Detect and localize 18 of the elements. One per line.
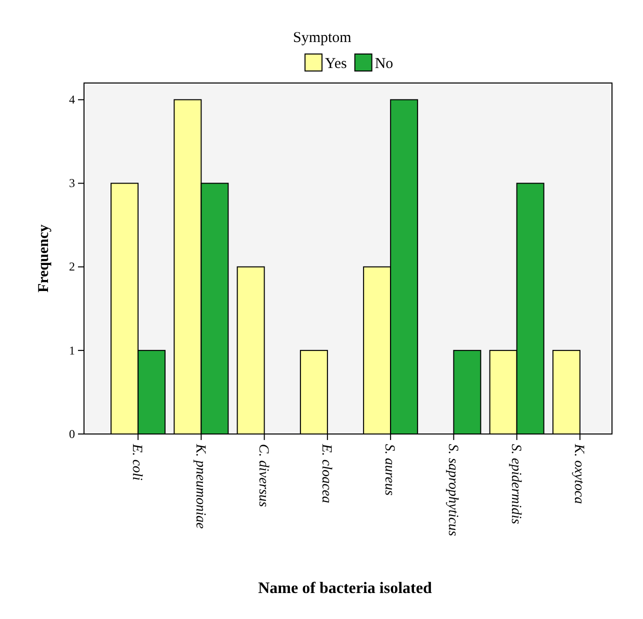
x-tick-label: C. diversus xyxy=(255,444,270,508)
x-tick-label: K. pneumoniae xyxy=(192,443,208,529)
x-tick-label: S. aureus xyxy=(382,444,397,496)
x-tick-label: K. oxytoca xyxy=(571,443,586,504)
legend-label: Yes xyxy=(325,56,347,72)
legend-title: Symptom xyxy=(293,30,352,46)
legend-label: No xyxy=(374,56,394,72)
x-tick-label: S. saprophyticus xyxy=(444,444,460,537)
x-tick-label: E. coli xyxy=(129,443,144,481)
y-tick-label: 4 xyxy=(69,92,75,107)
y-tick-label: 3 xyxy=(69,176,75,190)
x-tick-label: E. cloacea xyxy=(318,443,334,504)
x-tick-label: S. epidermidis xyxy=(508,444,523,525)
x-axis-title: Name of bacteria isolated xyxy=(258,580,432,597)
y-tick-label: 0 xyxy=(69,426,75,441)
y-tick-label: 1 xyxy=(69,343,75,358)
y-tick-label: 2 xyxy=(69,260,75,274)
y-axis-title: Frequency xyxy=(36,224,52,293)
